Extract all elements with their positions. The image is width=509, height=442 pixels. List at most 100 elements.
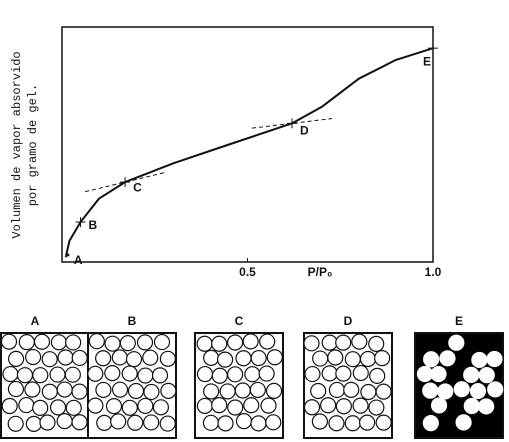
particle [104, 365, 121, 382]
particle [453, 381, 470, 398]
particle [137, 367, 154, 384]
particle [423, 351, 440, 368]
particle [110, 413, 127, 430]
particle [33, 333, 51, 350]
particle [152, 399, 170, 416]
particle [119, 334, 136, 352]
particle [16, 367, 34, 384]
particle [321, 365, 338, 382]
particle [137, 397, 154, 415]
particle [358, 414, 376, 431]
particle [125, 351, 143, 368]
particle [57, 349, 74, 366]
isotherm-curve [64, 47, 434, 258]
particle [18, 334, 35, 351]
particle [18, 396, 35, 414]
particle [7, 415, 24, 432]
particle [227, 334, 244, 351]
point-label: E [423, 54, 431, 68]
particle [211, 367, 228, 384]
particle [71, 383, 88, 400]
particle [111, 349, 128, 366]
particle [71, 414, 88, 431]
particle [143, 414, 160, 431]
particle [374, 350, 391, 367]
particle [430, 365, 447, 383]
particle [49, 366, 66, 383]
particle [0, 333, 18, 350]
particle [352, 364, 369, 382]
panel-label: D [344, 314, 353, 328]
panel-label: A [31, 314, 40, 328]
particle [87, 365, 104, 382]
particle [87, 397, 104, 414]
particle [96, 414, 113, 431]
particle [95, 350, 112, 367]
particle [375, 383, 392, 400]
x-label: P/P₀ [308, 265, 333, 279]
particle [265, 382, 283, 400]
particle [311, 413, 328, 430]
particle [327, 349, 344, 366]
y-label: por gramo de gel. [26, 84, 40, 206]
particle [196, 365, 214, 383]
particle [463, 366, 480, 383]
particle [56, 413, 73, 430]
particle [335, 398, 352, 415]
particle [71, 349, 88, 367]
y-label: Volumen de vapor absorvido [10, 51, 24, 238]
particle [203, 383, 220, 400]
point [66, 253, 70, 257]
particle [25, 415, 42, 432]
particle [159, 415, 176, 432]
particle [1, 397, 18, 415]
particle [88, 333, 105, 350]
panel-label: E [455, 314, 463, 328]
particle [352, 397, 369, 414]
particle [219, 383, 236, 400]
particle [95, 381, 112, 399]
particle [2, 365, 19, 383]
plot-frame [61, 26, 434, 263]
particle [64, 366, 81, 383]
particle [487, 381, 504, 398]
particle [260, 397, 277, 414]
particle [303, 335, 320, 352]
particle [335, 365, 352, 382]
particle [375, 414, 392, 431]
particle [265, 414, 282, 431]
particle [422, 382, 439, 399]
particle [344, 415, 361, 432]
particle [121, 399, 138, 416]
particle [335, 334, 352, 351]
particle [142, 349, 159, 366]
particle [368, 335, 385, 352]
panel-label: C [235, 314, 244, 328]
particle [24, 381, 41, 398]
particle [153, 333, 171, 351]
particle [49, 399, 67, 416]
particle [304, 365, 321, 383]
particle [211, 335, 228, 352]
panel-label: B [128, 314, 137, 328]
particle [242, 333, 259, 350]
particle [351, 333, 368, 350]
particle [65, 334, 82, 351]
particle [422, 415, 439, 432]
point-label: C [133, 180, 142, 194]
particle [243, 397, 260, 414]
particle [328, 381, 346, 399]
particle [159, 350, 176, 367]
particle [250, 415, 267, 432]
x-tick-label: 0.5 [239, 265, 256, 279]
particle [24, 348, 42, 366]
particle [121, 365, 138, 382]
particle [235, 412, 253, 430]
particle [143, 383, 160, 401]
particle [127, 382, 145, 400]
particle [244, 366, 261, 383]
particle [303, 399, 321, 416]
particle [196, 397, 213, 415]
particle [486, 350, 503, 368]
particle [111, 381, 129, 398]
